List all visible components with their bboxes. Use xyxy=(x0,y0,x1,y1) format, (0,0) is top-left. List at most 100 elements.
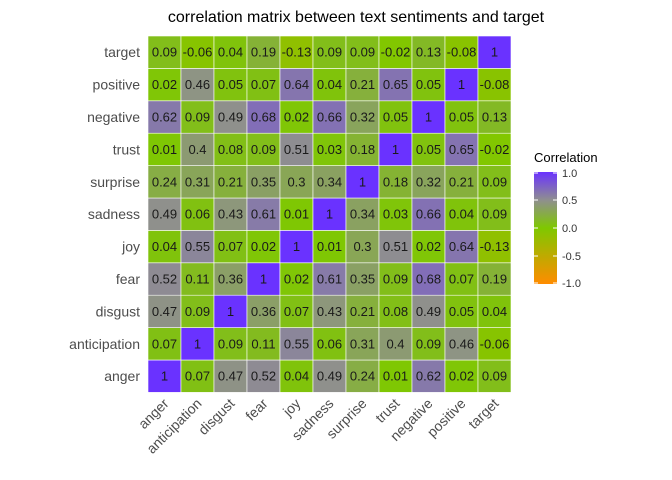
cell-value-label: 0.04 xyxy=(317,77,342,92)
cell-value-label: 0.01 xyxy=(152,142,177,157)
cell-value-label: 0.49 xyxy=(218,110,243,125)
cell-value-label: 0.68 xyxy=(251,110,276,125)
cell-value-label: 0.05 xyxy=(449,110,474,125)
legend-tick-label: 1.0 xyxy=(562,168,577,180)
cell-value-label: 0.04 xyxy=(218,45,243,60)
cell-value-label: 0.02 xyxy=(251,239,276,254)
cell-value-label: 1 xyxy=(194,336,201,351)
y-tick-label: positive xyxy=(93,77,141,93)
cell-value-label: 0.18 xyxy=(350,142,375,157)
cell-value-label: 0.09 xyxy=(317,45,342,60)
cell-value-label: 0.05 xyxy=(416,77,441,92)
cell-value-label: 0.62 xyxy=(152,110,177,125)
cell-value-label: 0.07 xyxy=(152,336,177,351)
cell-value-label: 0.02 xyxy=(284,272,309,287)
cell-value-label: 0.02 xyxy=(449,369,474,384)
cell-value-label: 1 xyxy=(359,174,366,189)
cell-value-label: 1 xyxy=(491,45,498,60)
cell-value-label: 0.01 xyxy=(317,239,342,254)
heatmap-cells: 1 0.07 0.47 0.52 0.04 0.49 0.24 0.01 0.62 0.02 0.0… xyxy=(148,36,511,392)
cell-value-label: 0.3 xyxy=(287,174,305,189)
cell-value-label: 0.36 xyxy=(218,272,243,287)
cell-value-label: -0.13 xyxy=(480,239,510,254)
cell-value-label: -0.13 xyxy=(282,45,312,60)
cell-value-label: 0.09 xyxy=(251,142,276,157)
cell-value-label: 0.21 xyxy=(350,77,375,92)
cell-value-label: 0.46 xyxy=(449,336,474,351)
y-tick-label: anticipation xyxy=(69,336,140,352)
cell-value-label: 0.24 xyxy=(152,174,177,189)
cell-value-label: 0.36 xyxy=(251,304,276,319)
cell-value-label: 0.06 xyxy=(185,207,210,222)
cell-value-label: 0.04 xyxy=(449,207,474,222)
cell-value-label: 0.07 xyxy=(284,304,309,319)
cell-value-label: 0.35 xyxy=(350,272,375,287)
cell-value-label: 0.08 xyxy=(383,304,408,319)
cell-value-label: 0.52 xyxy=(152,272,177,287)
cell-value-label: 0.55 xyxy=(185,239,210,254)
cell-value-label: 1 xyxy=(293,239,300,254)
cell-value-label: 0.34 xyxy=(350,207,375,222)
cell-value-label: 0.61 xyxy=(251,207,276,222)
cell-value-label: 0.34 xyxy=(317,174,342,189)
cell-value-label: 0.43 xyxy=(218,207,243,222)
cell-value-label: 0.47 xyxy=(218,369,243,384)
cell-value-label: 0.43 xyxy=(317,304,342,319)
cell-value-label: 0.21 xyxy=(350,304,375,319)
y-tick-label: target xyxy=(104,44,140,60)
cell-value-label: 0.62 xyxy=(416,369,441,384)
cell-value-label: 0.04 xyxy=(284,369,309,384)
cell-value-label: 0.08 xyxy=(218,142,243,157)
cell-value-label: 0.19 xyxy=(251,45,276,60)
cell-value-label: 0.09 xyxy=(482,174,507,189)
cell-value-label: 0.09 xyxy=(482,369,507,384)
cell-value-label: 0.51 xyxy=(383,239,408,254)
cell-value-label: 0.65 xyxy=(449,142,474,157)
cell-value-label: 0.01 xyxy=(383,369,408,384)
cell-value-label: 0.55 xyxy=(284,336,309,351)
cell-value-label: 0.05 xyxy=(218,77,243,92)
cell-value-label: 0.03 xyxy=(383,207,408,222)
cell-value-label: 0.61 xyxy=(317,272,342,287)
cell-value-label: 0.11 xyxy=(251,336,275,351)
cell-value-label: -0.06 xyxy=(480,336,510,351)
cell-value-label: 0.02 xyxy=(152,77,177,92)
cell-value-label: 0.66 xyxy=(317,110,342,125)
cell-value-label: 0.66 xyxy=(416,207,441,222)
cell-value-label: 1 xyxy=(260,272,267,287)
cell-value-label: 0.04 xyxy=(152,239,177,254)
cell-value-label: 0.31 xyxy=(350,336,375,351)
cell-value-label: 1 xyxy=(425,110,432,125)
cell-value-label: 0.31 xyxy=(185,174,210,189)
cell-value-label: 0.13 xyxy=(482,110,507,125)
cell-value-label: 0.49 xyxy=(152,207,177,222)
x-tick-label: target xyxy=(465,395,502,432)
cell-value-label: 0.46 xyxy=(185,77,210,92)
cell-value-label: 0.21 xyxy=(218,174,243,189)
cell-value-label: 0.13 xyxy=(416,45,441,60)
cell-value-label: 0.4 xyxy=(188,142,206,157)
cell-value-label: 0.35 xyxy=(251,174,276,189)
chart-title: correlation matrix between text sentimen… xyxy=(168,9,545,26)
cell-value-label: 0.06 xyxy=(317,336,342,351)
cell-value-label: 0.21 xyxy=(449,174,474,189)
cell-value-label: 0.02 xyxy=(284,110,309,125)
color-legend: Correlation 1.00.50.0-0.5-1.0 xyxy=(534,150,598,290)
cell-value-label: 0.49 xyxy=(416,304,441,319)
cell-value-label: 1 xyxy=(458,77,465,92)
y-tick-label: trust xyxy=(113,141,140,157)
y-tick-label: anger xyxy=(104,368,140,384)
cell-value-label: -0.02 xyxy=(381,45,411,60)
legend-tick-label: 0.5 xyxy=(562,195,577,207)
cell-value-label: 0.09 xyxy=(383,272,408,287)
legend-title: Correlation xyxy=(534,150,598,165)
cell-value-label: 0.19 xyxy=(482,272,507,287)
cell-value-label: 0.18 xyxy=(383,174,408,189)
cell-value-label: 0.3 xyxy=(353,239,371,254)
cell-value-label: 0.03 xyxy=(317,142,342,157)
cell-value-label: 1 xyxy=(161,369,168,384)
cell-value-label: -0.06 xyxy=(183,45,213,60)
cell-value-label: 0.09 xyxy=(185,110,210,125)
cell-value-label: -0.08 xyxy=(480,77,510,92)
